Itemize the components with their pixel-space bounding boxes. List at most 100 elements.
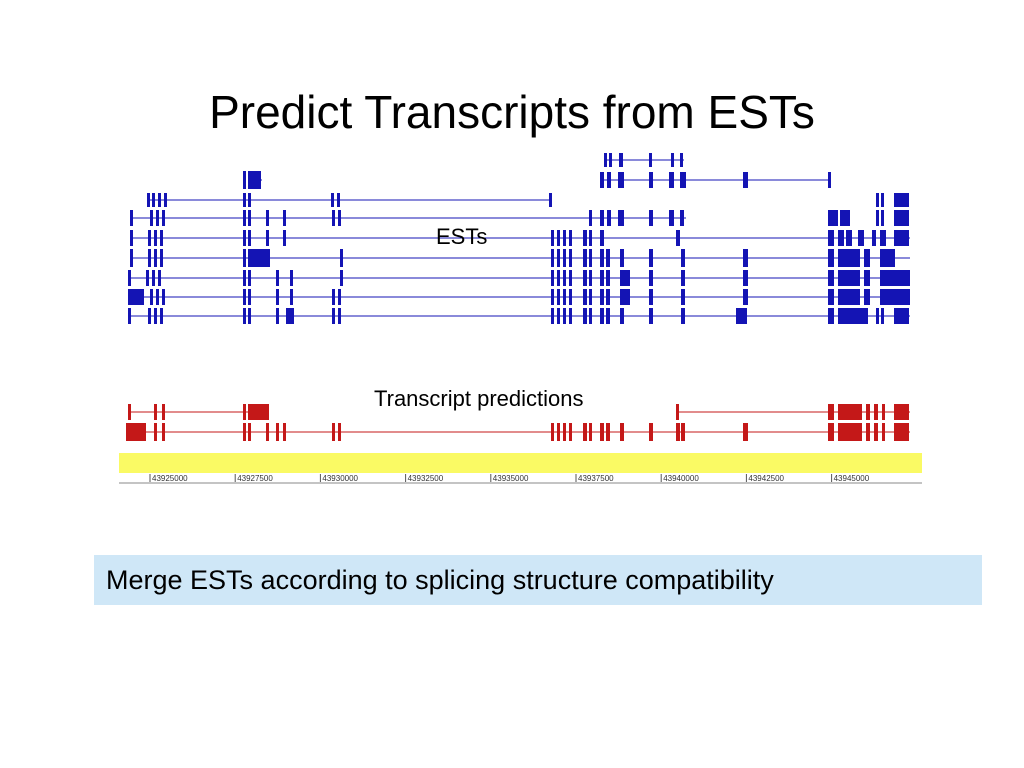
- ruler-tick-label: 43940000: [663, 474, 699, 483]
- est-exon: [680, 172, 686, 188]
- slide-title: Predict Transcripts from ESTs: [209, 86, 815, 138]
- est-exon: [160, 230, 163, 246]
- est-exon: [600, 230, 604, 246]
- prediction-exon: [126, 423, 146, 441]
- est-row: [600, 172, 831, 188]
- est-exon: [680, 153, 683, 167]
- est-exon: [130, 230, 133, 246]
- est-exon: [872, 230, 876, 246]
- est-exon: [338, 289, 341, 305]
- est-exon: [148, 230, 151, 246]
- est-exon: [154, 230, 157, 246]
- est-exon: [604, 153, 607, 167]
- est-row: [128, 289, 910, 305]
- est-row: [128, 308, 910, 324]
- est-exon: [337, 193, 340, 207]
- est-exon: [600, 172, 604, 188]
- est-exon: [340, 270, 343, 286]
- prediction-exon: [649, 423, 653, 441]
- ruler-tick-label: 43942500: [748, 474, 784, 483]
- est-exon: [286, 308, 294, 324]
- est-exon: [583, 289, 587, 305]
- est-exon: [243, 289, 246, 305]
- est-exon: [649, 210, 653, 226]
- est-exon: [162, 210, 165, 226]
- est-exon: [150, 210, 153, 226]
- est-exon: [828, 270, 834, 286]
- est-exon: [551, 308, 554, 324]
- prediction-exon: [338, 423, 341, 441]
- prediction-exon: [828, 404, 834, 420]
- prediction-exon: [743, 423, 748, 441]
- est-exon: [881, 193, 884, 207]
- est-exon: [340, 249, 343, 267]
- est-exon: [563, 289, 566, 305]
- est-exon: [607, 210, 611, 226]
- prediction-exon: [128, 404, 131, 420]
- est-exon: [876, 308, 879, 324]
- est-exon: [649, 153, 652, 167]
- prediction-exon: [557, 423, 560, 441]
- est-exon: [583, 230, 587, 246]
- est-exon: [828, 230, 834, 246]
- est-exon: [243, 270, 246, 286]
- est-exon: [557, 308, 560, 324]
- est-exon: [243, 193, 246, 207]
- est-row: [128, 270, 910, 286]
- prediction-exon: [838, 423, 862, 441]
- est-exon: [881, 308, 884, 324]
- est-exon: [838, 249, 860, 267]
- caption-box: Merge ESTs according to splicing structu…: [94, 555, 982, 605]
- predictions-label: Transcript predictions: [374, 386, 584, 411]
- est-exon: [838, 230, 844, 246]
- prediction-exon: [283, 423, 286, 441]
- prediction-exon: [248, 423, 251, 441]
- est-exon: [846, 230, 852, 246]
- prediction-exon: [276, 423, 279, 441]
- prediction-exon: [866, 423, 870, 441]
- est-exon: [600, 249, 604, 267]
- coordinate-ruler: 43925000 43927500 43930000 43932500 43935000…: [119, 453, 922, 484]
- est-exon: [557, 249, 560, 267]
- est-exon: [266, 230, 269, 246]
- prediction-exon: [154, 423, 157, 441]
- prediction-exon: [681, 423, 685, 441]
- est-exon: [569, 270, 572, 286]
- est-exon: [557, 289, 560, 305]
- est-exon: [828, 289, 834, 305]
- est-exon: [152, 270, 155, 286]
- est-exon: [128, 289, 144, 305]
- est-exon: [681, 289, 685, 305]
- est-exon: [880, 289, 910, 305]
- est-exon: [160, 249, 163, 267]
- est-exon: [600, 289, 604, 305]
- prediction-exon: [583, 423, 587, 441]
- est-exon: [864, 249, 870, 267]
- est-exon: [619, 153, 623, 167]
- est-exon: [266, 210, 269, 226]
- est-exon: [606, 270, 610, 286]
- est-exon: [838, 289, 860, 305]
- est-exon: [583, 249, 587, 267]
- est-row: [876, 193, 909, 207]
- est-row: [604, 153, 684, 167]
- est-exon: [828, 172, 831, 188]
- est-exon: [283, 230, 286, 246]
- est-exon: [156, 210, 159, 226]
- est-row: [828, 210, 909, 226]
- est-exon: [606, 308, 610, 324]
- est-exon: [600, 270, 604, 286]
- est-exon: [618, 172, 624, 188]
- est-exon: [864, 270, 870, 286]
- est-exon: [828, 308, 834, 324]
- est-exon: [248, 230, 251, 246]
- est-exon: [828, 210, 838, 226]
- est-exon: [563, 230, 566, 246]
- prediction-row: [128, 404, 269, 420]
- est-exon: [551, 270, 554, 286]
- ruler-tick-label: 43927500: [237, 474, 273, 483]
- est-exon: [607, 172, 611, 188]
- ruler-tick-label: 43937500: [578, 474, 614, 483]
- caption-text: Merge ESTs according to splicing structu…: [106, 565, 774, 595]
